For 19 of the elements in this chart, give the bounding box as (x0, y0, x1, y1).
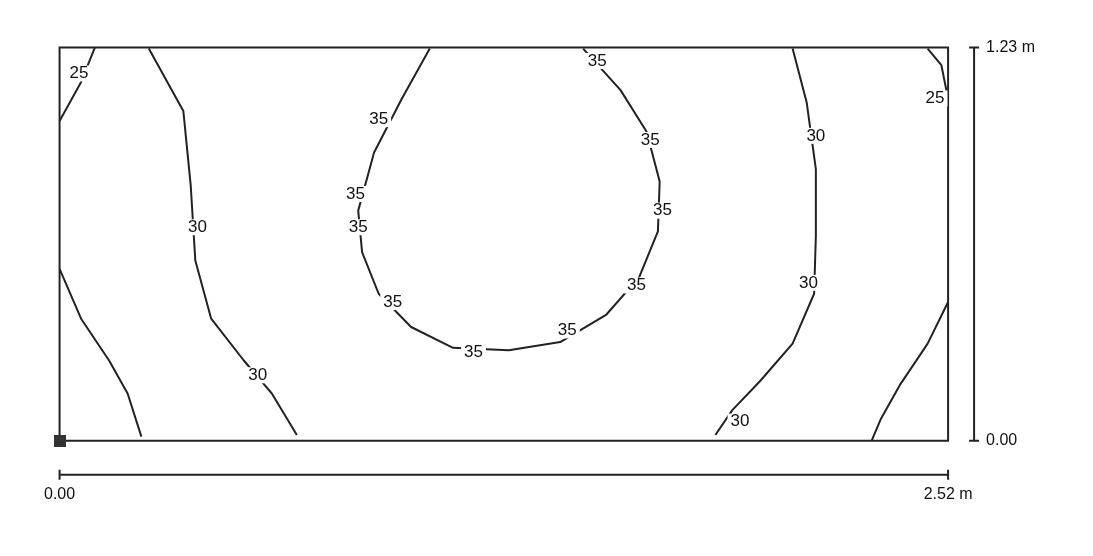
annotation: 25 (925, 88, 945, 108)
annotation: 35 (640, 129, 660, 149)
annotation: 30 (248, 364, 268, 384)
annotation: 30 (187, 216, 207, 236)
annotation: 35 (464, 341, 483, 361)
annotation: 30 (730, 411, 750, 431)
y-tick-label: 1.23 m (986, 38, 1036, 56)
annotation: 35 (653, 200, 672, 220)
annotation: 30 (806, 125, 826, 145)
annotation: 35 (626, 275, 646, 295)
annotation: 35 (383, 291, 403, 311)
annotation: 30 (799, 272, 818, 292)
annotation: 35 (557, 320, 577, 340)
annotation: 35 (345, 183, 365, 203)
annotation: 35 (587, 50, 607, 70)
x-tick-label: 2.52 m (923, 484, 973, 502)
annotation: 35 (348, 216, 368, 236)
annotation: 35 (369, 108, 389, 128)
annotation: 25 (69, 63, 89, 83)
